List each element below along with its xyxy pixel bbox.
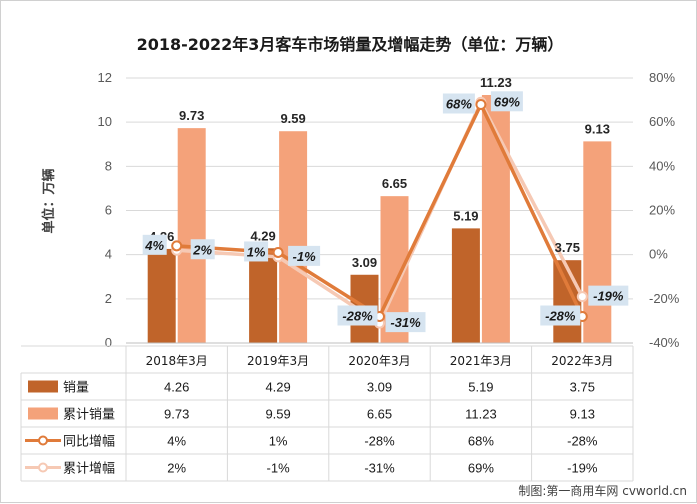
x-tick-label: 2019年3月	[247, 354, 309, 368]
table-cell: 11.23	[465, 407, 497, 422]
yoy-growth-label: -28%	[342, 309, 373, 324]
marker-cumulative-growth	[576, 291, 588, 303]
marker-yoy-growth	[272, 246, 284, 258]
bar-cumulative-label: 6.65	[382, 176, 407, 191]
table-cell: 3.09	[367, 380, 392, 395]
table-cell: 9.59	[265, 407, 290, 422]
y-tick-label: 6	[105, 203, 112, 218]
legend-label: 同比增幅	[63, 435, 115, 450]
y-tick-label: 12	[98, 70, 112, 85]
line-cumulative-growth	[176, 100, 584, 325]
cumulative-growth-label: -1%	[293, 249, 317, 264]
y2-tick-label: 40%	[649, 158, 675, 173]
pct-label-box	[337, 305, 378, 326]
y-axis-title: 单位：万辆	[41, 168, 57, 233]
bar-sales-label: 4.29	[250, 228, 275, 243]
lines	[171, 96, 588, 329]
yoy-growth-label: 4%	[144, 238, 164, 253]
pct-label-box	[190, 239, 215, 260]
axis-ticks: 0 2 4 6 8 10 12 -40% -20% 0% 20% 40% 60% 80%	[98, 70, 680, 350]
y2-tick-label: 60%	[649, 114, 675, 129]
chart-title: 2018-2022年3月客车市场销量及增幅走势（单位：万辆）	[137, 35, 564, 54]
y2-tick-label: -20%	[649, 291, 680, 306]
pct-label-box	[244, 241, 269, 262]
table-cell: 4.26	[164, 380, 189, 395]
bar-cumulative-sales	[583, 141, 612, 343]
y2-tick-label: 0%	[649, 247, 668, 262]
cumulative-growth-label: -31%	[390, 315, 421, 330]
pct-label-box	[540, 305, 581, 326]
x-tick-label: 2021年3月	[450, 354, 512, 368]
table-cell: 4.29	[265, 380, 290, 395]
yoy-growth-label: -28%	[545, 309, 576, 324]
table-cell: -1%	[267, 461, 291, 476]
y-tick-label: 8	[105, 158, 112, 173]
pct-label-box	[142, 234, 167, 255]
table-cell: -28%	[364, 434, 395, 449]
table-cell: 5.19	[468, 380, 493, 395]
legend-key-marker	[38, 462, 48, 473]
pct-label-box	[490, 91, 523, 112]
bar-sales-label: 3.09	[352, 255, 377, 270]
legend-label: 累计增幅	[63, 462, 115, 477]
bar-cumulative-label: 9.13	[585, 121, 610, 136]
cumulative-growth-label: 2%	[192, 242, 212, 257]
table-cell: 9.13	[570, 407, 595, 422]
y2-tick-label: -40%	[649, 335, 680, 350]
table-cell: 4%	[167, 434, 186, 449]
y-tick-label: 0	[105, 335, 112, 350]
bar-cumulative-sales	[177, 128, 206, 343]
legend-label: 销量	[63, 381, 89, 396]
marker-yoy-growth	[171, 240, 183, 252]
legend-key-marker	[38, 435, 48, 446]
legend-key-bar	[28, 380, 58, 393]
yoy-growth-label: 1%	[247, 244, 266, 259]
table-cell: -19%	[567, 461, 598, 476]
table-cell: -28%	[567, 434, 598, 449]
bar-sales	[249, 248, 278, 343]
pct-label-box	[442, 93, 475, 114]
table-cell: 2%	[167, 461, 186, 476]
y-tick-label: 10	[98, 114, 112, 129]
table-cell: 68%	[468, 434, 494, 449]
table-cell: 69%	[468, 461, 494, 476]
bar-cumulative-label: 9.59	[280, 111, 305, 126]
y2-tick-label: 80%	[649, 70, 675, 85]
bar-sales	[451, 228, 480, 343]
table-cell: 9.73	[164, 407, 189, 422]
cumulative-growth-label: 69%	[494, 94, 520, 109]
table-cell: 6.65	[367, 407, 392, 422]
bar-sales-label: 3.75	[555, 240, 580, 255]
table-cell: 3.75	[570, 380, 595, 395]
source-credit: 制图:第一商用车网 cvworld.cn	[518, 483, 687, 498]
bar-sales	[147, 248, 176, 343]
y-tick-label: 2	[105, 291, 112, 306]
cumulative-growth-label: -19%	[593, 289, 624, 304]
pct-label-box	[588, 285, 629, 306]
x-tick-label: 2018年3月	[146, 354, 208, 368]
y2-tick-label: 20%	[649, 203, 675, 218]
legend-key-bar	[28, 407, 58, 420]
yoy-growth-label: 68%	[446, 97, 472, 112]
table-cell: 1%	[269, 434, 288, 449]
legend-label: 累计销量	[63, 408, 115, 423]
pct-label-box	[385, 312, 426, 333]
pct-label-box	[288, 245, 321, 266]
bar-sales-label: 5.19	[453, 208, 478, 223]
bar-cumulative-label: 11.23	[480, 75, 512, 90]
x-tick-label: 2022年3月	[551, 354, 613, 368]
y-tick-label: 4	[105, 247, 112, 262]
bar-cumulative-label: 9.73	[179, 108, 204, 123]
data-labels: 4.269.734.299.593.096.655.1911.233.759.1…	[142, 75, 629, 333]
bar-cumulative-sales	[279, 131, 308, 343]
x-tick-label: 2020年3月	[348, 354, 410, 368]
marker-yoy-growth	[475, 99, 487, 110]
table-cell: -31%	[364, 461, 395, 476]
